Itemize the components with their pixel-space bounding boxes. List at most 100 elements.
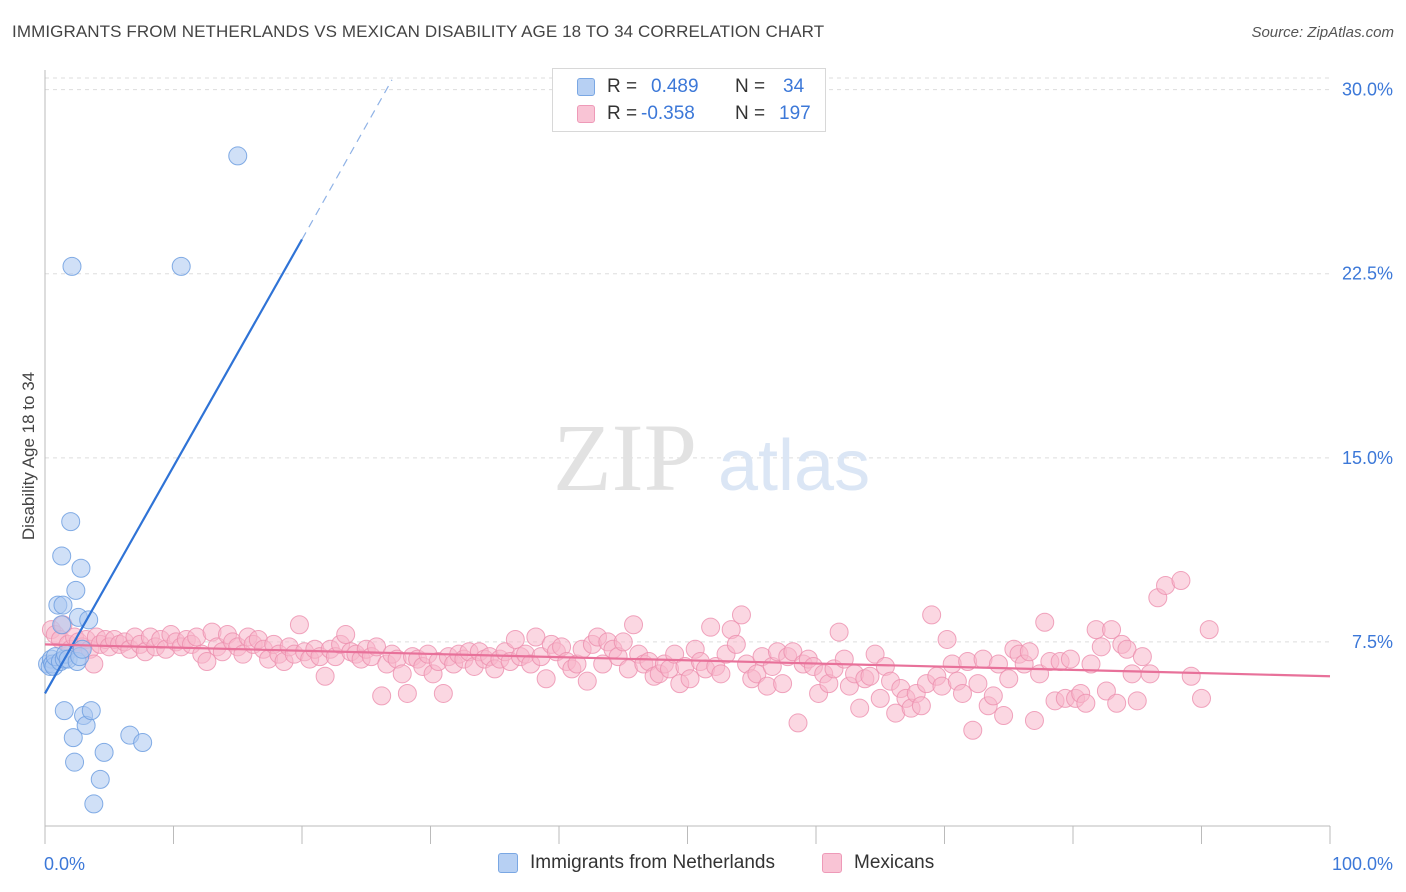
mexicans-point	[1096, 681, 1116, 701]
legend-n-value: 34	[783, 76, 805, 97]
series-swatch-blue	[498, 853, 518, 873]
netherlands-point	[94, 742, 114, 762]
mexicans-point	[968, 674, 988, 694]
mexicans-point	[1102, 620, 1122, 640]
mexicans-point	[536, 669, 556, 689]
mexicans-point	[963, 720, 983, 740]
y-axis-label: Disability Age 18 to 34	[19, 372, 38, 540]
source-label: Source: ZipAtlas.com	[1251, 24, 1394, 41]
netherlands-point	[81, 701, 101, 721]
mexicans-point	[1132, 647, 1152, 667]
mexicans-point	[860, 666, 880, 686]
legend-row-mexicans: R = -0.358 N = 197	[553, 101, 811, 127]
legend-n-label: N =	[735, 76, 766, 97]
y-tick-labels: 7.5% 15.0% 22.5% 30.0%	[1342, 80, 1393, 652]
watermark-zip: ZIP	[553, 404, 697, 511]
legend-r-value: -0.358	[641, 103, 695, 124]
mexicans-point	[937, 629, 957, 649]
netherlands-point	[228, 146, 248, 166]
series-swatch-pink	[822, 853, 842, 873]
x-tick-labels: 0.0% 100.0%	[44, 854, 1393, 874]
y-tick-label: 15.0%	[1342, 448, 1393, 468]
mexicans-point	[726, 634, 746, 654]
correlation-legend: R = 0.489 N = 34 R = -0.358 N = 197	[552, 68, 826, 132]
netherlands-point	[65, 752, 85, 772]
mexicans-point	[1117, 639, 1137, 659]
netherlands-point	[54, 701, 74, 721]
netherlands-point	[63, 728, 83, 748]
mexicans-trend-line	[44, 643, 1331, 678]
netherlands-trend-extension	[301, 79, 393, 240]
mexicans-point	[1127, 691, 1147, 711]
mexicans-point	[994, 706, 1014, 726]
mexicans-point	[289, 615, 309, 635]
y-tick-label: 30.0%	[1342, 80, 1393, 100]
mexicans-point	[788, 713, 808, 733]
netherlands-point	[71, 558, 91, 578]
mexicans-point	[922, 605, 942, 625]
netherlands-point	[66, 580, 86, 600]
mexicans-point	[593, 654, 613, 674]
mexicans-point	[773, 674, 793, 694]
mexicans-point	[367, 637, 387, 657]
mexicans-point	[711, 664, 731, 684]
mexicans-point	[952, 683, 972, 703]
mexicans-point	[1060, 649, 1080, 669]
axes	[44, 70, 1331, 844]
netherlands-point	[61, 512, 81, 532]
mexicans-point	[1171, 571, 1191, 591]
mexicans-point	[336, 625, 356, 645]
mexicans-point	[1122, 664, 1142, 684]
mexicans-point	[911, 696, 931, 716]
netherlands-point	[52, 615, 72, 635]
mexicans-point	[747, 664, 767, 684]
series-label-mexicans: Mexicans	[854, 852, 935, 873]
chart-title: IMMIGRANTS FROM NETHERLANDS VS MEXICAN D…	[12, 22, 825, 41]
netherlands-trend-line	[44, 238, 303, 694]
mexicans-point	[1107, 693, 1127, 713]
mexicans-point	[731, 605, 751, 625]
mexicans-point	[397, 683, 417, 703]
mexicans-point	[1024, 710, 1044, 730]
mexicans-point	[613, 632, 633, 652]
x-tick-label: 100.0%	[1332, 854, 1393, 874]
mexicans-point	[1076, 693, 1096, 713]
mexicans-point	[1081, 654, 1101, 674]
legend-row-netherlands: R = 0.489 N = 34	[553, 74, 804, 100]
mexicans-point	[505, 629, 525, 649]
watermark: ZIP atlas	[553, 404, 870, 511]
mexicans-point	[999, 669, 1019, 689]
mexicans-point	[197, 652, 217, 672]
netherlands-point	[53, 595, 73, 615]
mexicans-point	[865, 644, 885, 664]
mexicans-point	[1181, 666, 1201, 686]
legend-r-label: R =	[607, 103, 638, 124]
mexicans-point	[1035, 612, 1055, 632]
mexicans-point	[680, 669, 700, 689]
series-legend-mexicans: Mexicans	[822, 852, 934, 874]
mexicans-point	[372, 686, 392, 706]
mexicans-point	[1192, 688, 1211, 708]
mexicans-point	[829, 622, 849, 642]
mexicans-point	[665, 644, 685, 664]
netherlands-points	[38, 146, 248, 814]
mexicans-point	[315, 666, 335, 686]
mexicans-point	[1199, 620, 1219, 640]
netherlands-point	[90, 769, 110, 789]
netherlands-point	[62, 256, 82, 276]
mexicans-point	[392, 664, 412, 684]
mexicans-point	[526, 627, 546, 647]
mexicans-point	[983, 686, 1003, 706]
y-tick-label: 7.5%	[1352, 632, 1393, 652]
x-tick-label: 0.0%	[44, 854, 85, 874]
mexicans-points	[41, 571, 1219, 740]
netherlands-point	[171, 256, 191, 276]
netherlands-point	[133, 733, 153, 753]
netherlands-point	[84, 794, 104, 814]
watermark-atlas: atlas	[718, 426, 870, 506]
legend-swatch-pink	[577, 105, 595, 123]
mexicans-point	[433, 683, 453, 703]
legend-swatch-blue	[577, 78, 595, 96]
mexicans-point	[850, 698, 870, 718]
